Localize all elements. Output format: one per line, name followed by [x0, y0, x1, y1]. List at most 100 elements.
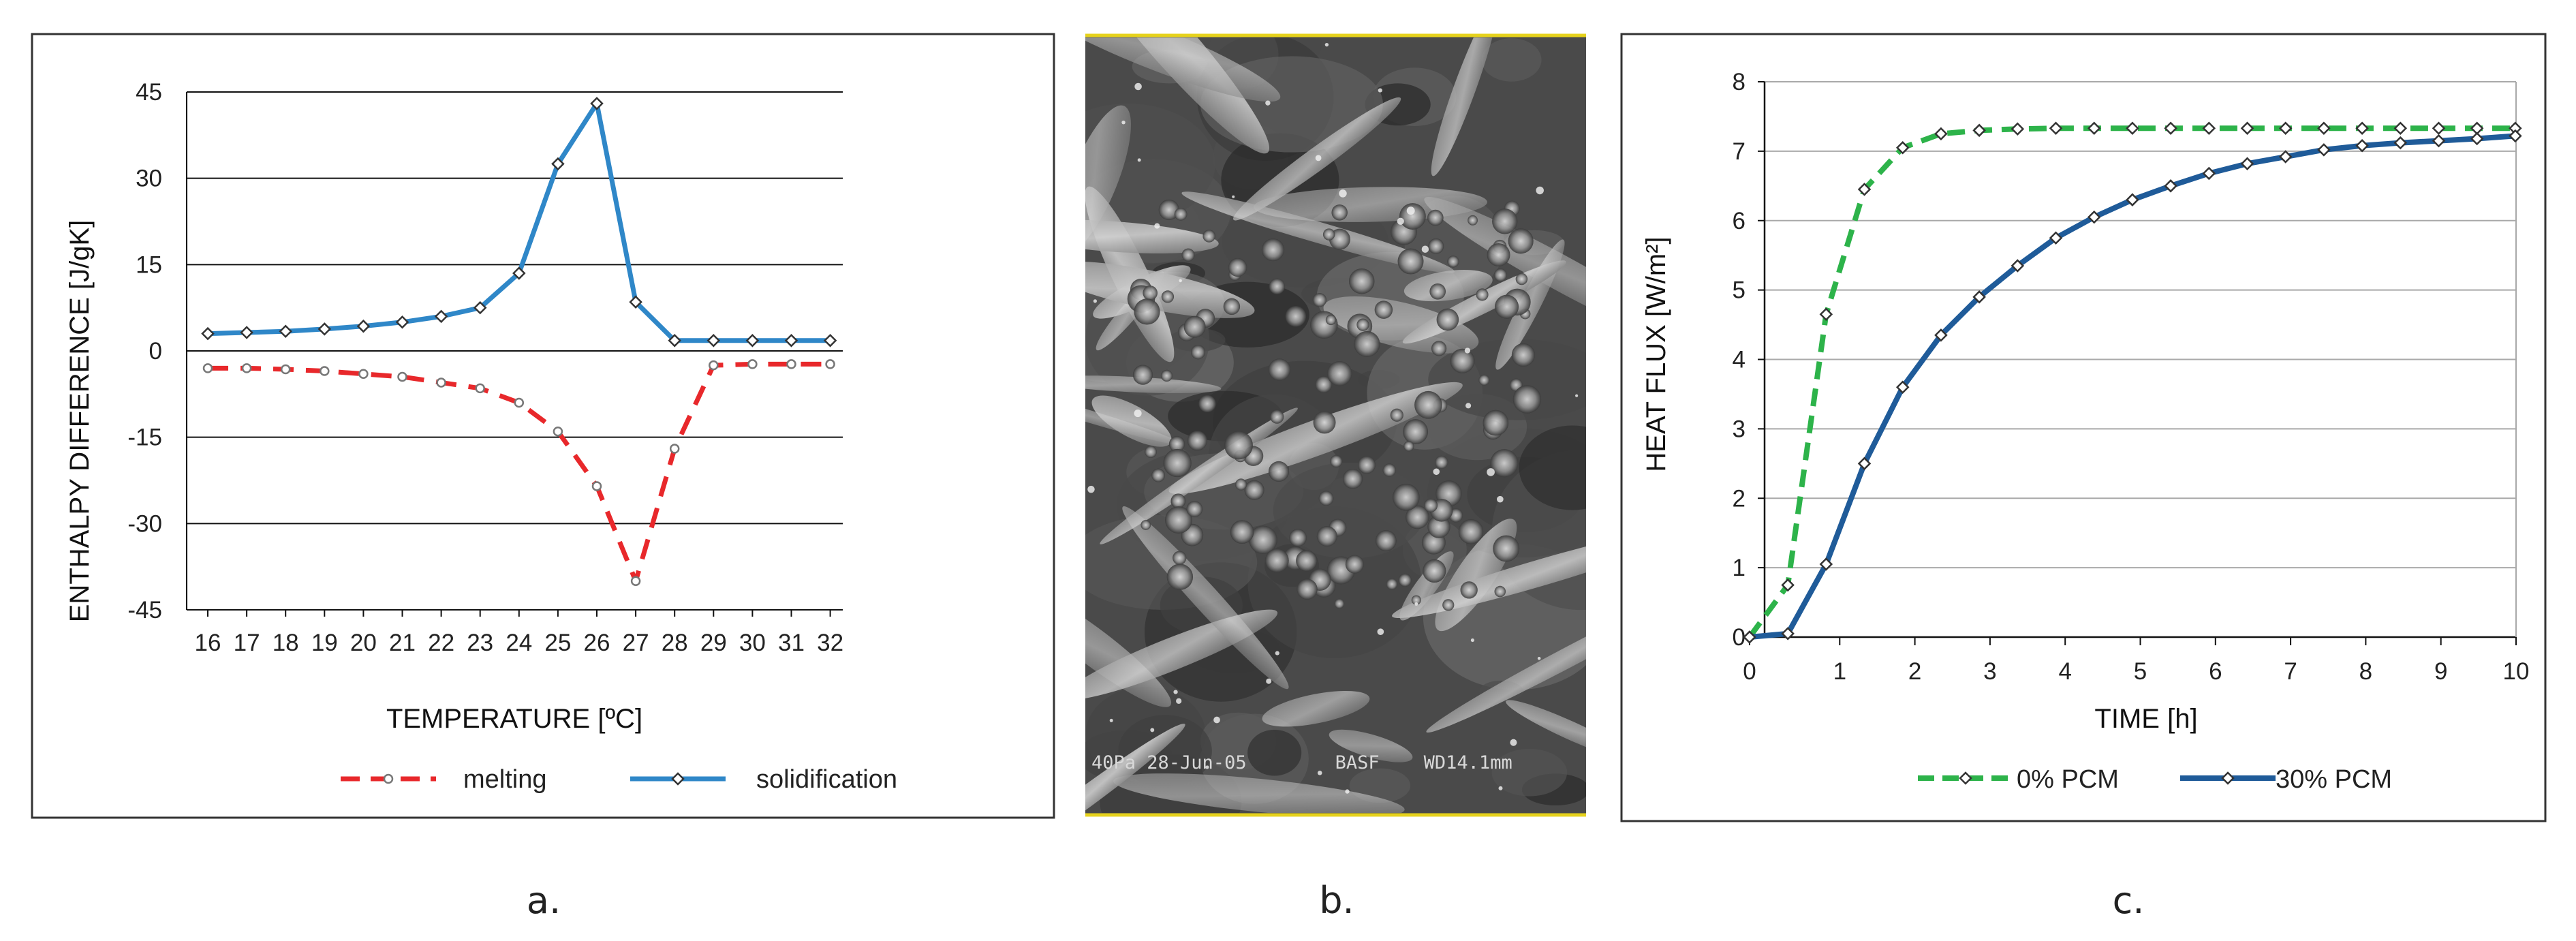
chart-a-ytick: 45 [136, 79, 162, 106]
sem-particle [1140, 520, 1151, 530]
chart-c-legend-label: 0% PCM [2017, 765, 2119, 794]
sem-fiber [1091, 395, 1172, 447]
chart-c-point [2278, 150, 2293, 164]
sem-highlight [1496, 495, 1504, 503]
sem-highlight [1265, 100, 1271, 106]
chart-c-legend-marker [2221, 771, 2235, 785]
sem-particle [1318, 491, 1334, 506]
sem-particle [1165, 506, 1192, 534]
sem-particle [1181, 248, 1195, 262]
sem-particle [1202, 230, 1215, 243]
sem-mottle [1247, 729, 1302, 776]
sem-highlight [1378, 88, 1382, 93]
sem-highlight [1093, 299, 1097, 303]
sem-particle [1187, 431, 1207, 451]
sem-particle [1487, 243, 1510, 266]
chart-c-point [2087, 210, 2101, 224]
sem-particle [1450, 348, 1475, 373]
chart-a-ytick: 15 [136, 251, 162, 278]
chart-c-legend-label: 30% PCM [2276, 765, 2392, 794]
sem-particle [1435, 455, 1448, 469]
chart-c-point [1972, 290, 1986, 304]
chart-a-ytick: 0 [149, 338, 162, 365]
chart-c-point [2278, 121, 2293, 136]
chart-c-point [2202, 121, 2216, 136]
sem-particle [1442, 599, 1455, 611]
sem-fiber [1329, 729, 1413, 762]
chart-a-ylabel: ENTHALPY DIFFERENCE [J/gK] [65, 220, 95, 623]
sem-particle [1490, 449, 1519, 478]
sem-particle [1345, 555, 1364, 574]
chart-a-point [356, 319, 371, 333]
chart-a-xtick: 21 [389, 630, 416, 656]
chart-a-point [591, 481, 602, 491]
chart-a-point [707, 334, 721, 348]
chart-c-ytick: 4 [1733, 347, 1745, 373]
sem-fiber [1085, 724, 1185, 813]
chart-c-point [1781, 627, 1795, 641]
chart-c-ytick: 8 [1733, 69, 1745, 95]
chart-c-xtick: 5 [2134, 658, 2147, 685]
sem-fiber [1168, 382, 1463, 494]
sem-particle [1235, 478, 1247, 491]
chart-a-legend-label: solidification [756, 765, 897, 794]
chart-a-xtick: 27 [623, 630, 649, 656]
sem-particle [1375, 530, 1397, 551]
sem-highlight [1536, 186, 1544, 195]
chart-a-point [747, 359, 758, 369]
sem-particle [1224, 431, 1253, 460]
sem-highlight [1345, 789, 1350, 794]
sem-highlight [1150, 728, 1155, 732]
sem-particle [1427, 209, 1444, 226]
chart-c-point [2509, 129, 2522, 143]
sem-particle [1264, 549, 1289, 573]
sem-highlight [1275, 651, 1279, 655]
chart-c-point [1819, 557, 1833, 571]
chart-c: 0 1 2 3 4 5 6 7 8 0 1 2 3 4 5 6 7 8 9 10 HEAT FLUX [W/m²] T… [1620, 33, 2547, 822]
chart-c-frame [1620, 33, 2547, 822]
chart-c-point [2202, 166, 2216, 181]
chart-c-ylabel-text: HEAT FLUX [W/m²] [1641, 236, 1671, 472]
sem-particle [1163, 448, 1192, 478]
sem-particle [1170, 493, 1186, 509]
sem-particle [1476, 288, 1489, 301]
sem-fiber [1122, 506, 1289, 690]
sem-particle [1296, 550, 1318, 572]
sem-particle [1326, 360, 1352, 386]
sem-fiber [1403, 270, 1493, 302]
sem-particle [1315, 375, 1333, 393]
chart-c-point [1895, 141, 1910, 155]
chart-a-point [395, 315, 409, 329]
chart-c-point [1819, 307, 1833, 322]
panel-a-caption: a. [527, 879, 561, 922]
sem-fiber [1085, 219, 1219, 253]
chart-a-point [397, 371, 407, 382]
sem-particle [1478, 374, 1490, 386]
chart-a-xtick: 24 [506, 630, 532, 656]
sem-particle [1398, 573, 1412, 587]
sem-fiber [1085, 105, 1131, 253]
sem-highlight [1137, 158, 1141, 162]
sem-particle [1312, 293, 1327, 307]
chart-c-ytick: 7 [1733, 138, 1745, 165]
sem-particle [1458, 519, 1484, 544]
panel-b-caption: b. [1319, 879, 1354, 922]
chart-a-xtick: 25 [544, 630, 571, 656]
chart-c-point [1781, 578, 1795, 592]
chart-a-series-line [208, 361, 831, 584]
sem-particle [1316, 526, 1337, 547]
chart-a-point [668, 334, 681, 348]
sem-particle [1511, 343, 1535, 367]
chart-c-xtick: 8 [2359, 658, 2372, 685]
chart-a-point [241, 363, 252, 373]
chart-c-point [1972, 123, 1986, 138]
chart-a-point [201, 326, 215, 341]
sem-highlight [1179, 279, 1182, 283]
chart-c-point [2470, 132, 2484, 146]
chart-c-point [1934, 127, 1948, 141]
chart-a-xtick: 20 [350, 630, 377, 656]
sem-particle [1342, 469, 1363, 489]
chart-a-point [823, 334, 837, 348]
sem-highlight [1433, 468, 1440, 476]
sem-particle [1334, 598, 1345, 609]
